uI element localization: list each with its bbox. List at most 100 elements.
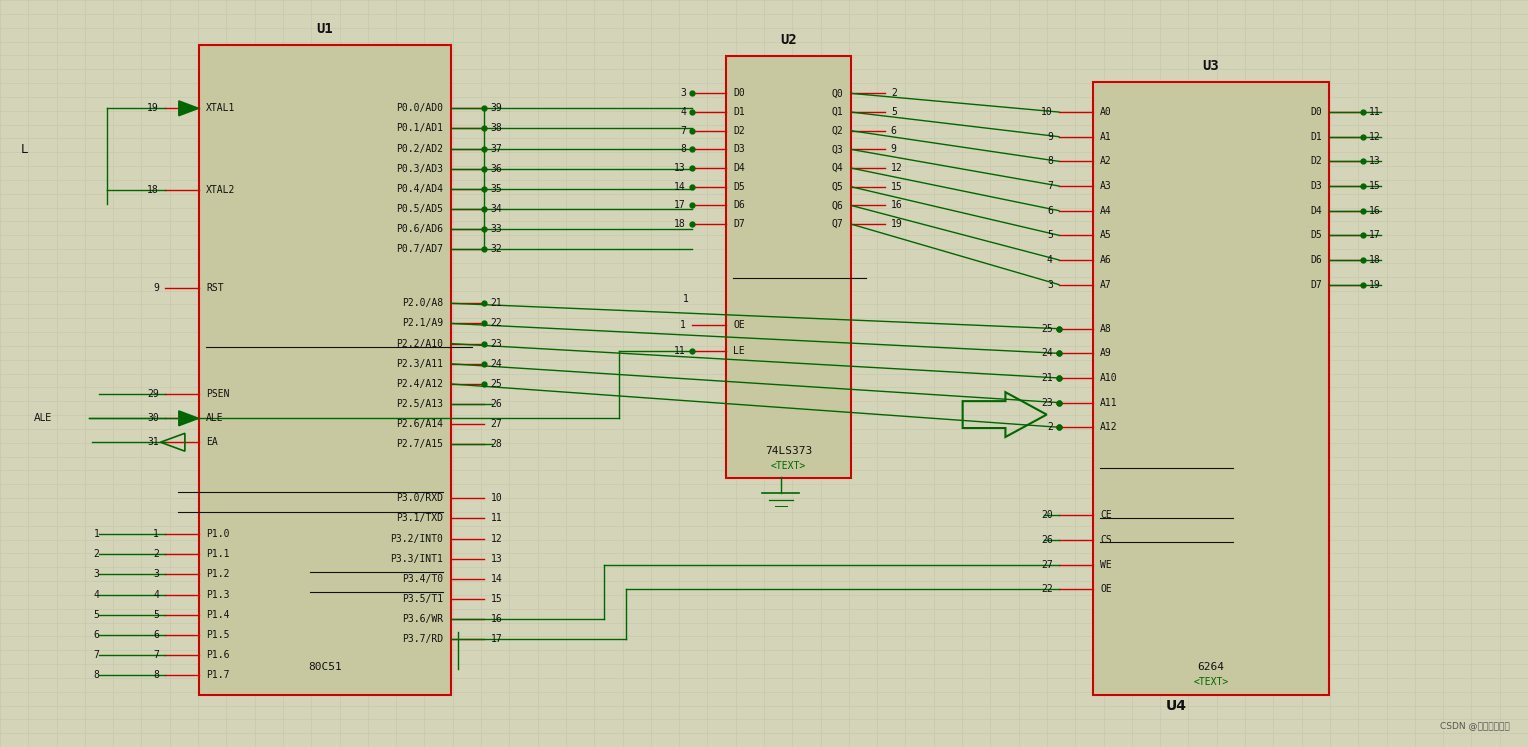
Text: 37: 37 <box>490 143 503 154</box>
Text: P2.6/A14: P2.6/A14 <box>396 419 443 430</box>
Text: 4: 4 <box>153 589 159 600</box>
Text: P0.5/AD5: P0.5/AD5 <box>396 204 443 214</box>
Text: 23: 23 <box>490 338 503 349</box>
Text: 24: 24 <box>1041 348 1053 359</box>
Text: 5: 5 <box>93 610 99 620</box>
Text: OE: OE <box>733 320 746 330</box>
Text: Q3: Q3 <box>831 144 843 155</box>
Text: 27: 27 <box>490 419 503 430</box>
Text: 11: 11 <box>674 346 686 356</box>
Text: 3: 3 <box>1047 279 1053 290</box>
Text: 2: 2 <box>93 549 99 560</box>
Text: A1: A1 <box>1100 131 1112 142</box>
Text: D7: D7 <box>733 219 746 229</box>
Text: D2: D2 <box>733 125 746 136</box>
Text: A3: A3 <box>1100 181 1112 191</box>
Text: 18: 18 <box>147 185 159 196</box>
Text: 1: 1 <box>153 529 159 539</box>
Text: P1.1: P1.1 <box>206 549 229 560</box>
Bar <box>1093 82 1329 695</box>
Text: RST: RST <box>206 282 225 293</box>
Text: EA: EA <box>206 437 219 447</box>
Text: P3.2/INT0: P3.2/INT0 <box>390 533 443 544</box>
Text: 24: 24 <box>490 359 503 369</box>
Text: 25: 25 <box>490 379 503 389</box>
Text: CS: CS <box>1100 535 1112 545</box>
Text: P0.3/AD3: P0.3/AD3 <box>396 164 443 174</box>
Text: A5: A5 <box>1100 230 1112 241</box>
Text: P2.0/A8: P2.0/A8 <box>402 298 443 309</box>
Text: 18: 18 <box>674 219 686 229</box>
Text: P3.3/INT1: P3.3/INT1 <box>390 554 443 564</box>
Text: 19: 19 <box>891 219 903 229</box>
Text: 10: 10 <box>1041 107 1053 117</box>
Text: XTAL2: XTAL2 <box>206 185 235 196</box>
Text: P3.4/T0: P3.4/T0 <box>402 574 443 584</box>
Text: 38: 38 <box>490 123 503 134</box>
Text: CE: CE <box>1100 510 1112 521</box>
Text: 80C51: 80C51 <box>307 663 342 672</box>
Text: 19: 19 <box>147 103 159 114</box>
Text: U2: U2 <box>781 33 796 47</box>
Text: D3: D3 <box>733 144 746 155</box>
Text: 1: 1 <box>680 320 686 330</box>
Text: P0.2/AD2: P0.2/AD2 <box>396 143 443 154</box>
Text: A9: A9 <box>1100 348 1112 359</box>
Text: P0.0/AD0: P0.0/AD0 <box>396 103 443 114</box>
Text: A12: A12 <box>1100 422 1118 433</box>
Text: 12: 12 <box>1369 131 1381 142</box>
Text: 11: 11 <box>1369 107 1381 117</box>
Text: 21: 21 <box>490 298 503 309</box>
Text: 12: 12 <box>490 533 503 544</box>
Text: 28: 28 <box>490 439 503 450</box>
Text: 13: 13 <box>674 163 686 173</box>
Text: CSDN @何杰学习笔记: CSDN @何杰学习笔记 <box>1439 722 1510 731</box>
Text: P3.7/RD: P3.7/RD <box>402 634 443 645</box>
Text: 1: 1 <box>93 529 99 539</box>
Text: 11: 11 <box>490 513 503 524</box>
Text: 9: 9 <box>1047 131 1053 142</box>
Text: 2: 2 <box>153 549 159 560</box>
Text: Q1: Q1 <box>831 107 843 117</box>
Text: Q2: Q2 <box>831 125 843 136</box>
Text: P3.5/T1: P3.5/T1 <box>402 594 443 604</box>
Text: P2.1/A9: P2.1/A9 <box>402 318 443 329</box>
Text: D5: D5 <box>1309 230 1322 241</box>
Text: 6: 6 <box>153 630 159 640</box>
Text: 19: 19 <box>1369 279 1381 290</box>
Text: 9: 9 <box>153 282 159 293</box>
Text: A6: A6 <box>1100 255 1112 265</box>
Text: 8: 8 <box>1047 156 1053 167</box>
Text: 16: 16 <box>1369 205 1381 216</box>
Text: Q0: Q0 <box>831 88 843 99</box>
Text: 23: 23 <box>1041 397 1053 408</box>
Text: P1.2: P1.2 <box>206 569 229 580</box>
Text: P1.3: P1.3 <box>206 589 229 600</box>
Text: D1: D1 <box>1309 131 1322 142</box>
Text: P0.7/AD7: P0.7/AD7 <box>396 244 443 255</box>
Text: 5: 5 <box>891 107 897 117</box>
Text: D6: D6 <box>1309 255 1322 265</box>
Text: 30: 30 <box>147 413 159 424</box>
Text: P2.7/A15: P2.7/A15 <box>396 439 443 450</box>
Polygon shape <box>179 101 199 116</box>
Text: WE: WE <box>1100 560 1112 570</box>
Text: 15: 15 <box>490 594 503 604</box>
Text: A8: A8 <box>1100 323 1112 334</box>
Text: 15: 15 <box>1369 181 1381 191</box>
Text: P2.5/A13: P2.5/A13 <box>396 399 443 409</box>
Text: P1.5: P1.5 <box>206 630 229 640</box>
Text: A4: A4 <box>1100 205 1112 216</box>
Text: 6: 6 <box>891 125 897 136</box>
Text: LE: LE <box>733 346 746 356</box>
Text: P3.0/RXD: P3.0/RXD <box>396 493 443 503</box>
Text: 17: 17 <box>1369 230 1381 241</box>
Text: U3: U3 <box>1203 59 1219 73</box>
Text: L: L <box>21 143 28 156</box>
Text: 22: 22 <box>1041 584 1053 595</box>
Text: D4: D4 <box>733 163 746 173</box>
Text: 8: 8 <box>93 670 99 681</box>
Text: 13: 13 <box>1369 156 1381 167</box>
Text: 35: 35 <box>490 184 503 194</box>
Text: A2: A2 <box>1100 156 1112 167</box>
